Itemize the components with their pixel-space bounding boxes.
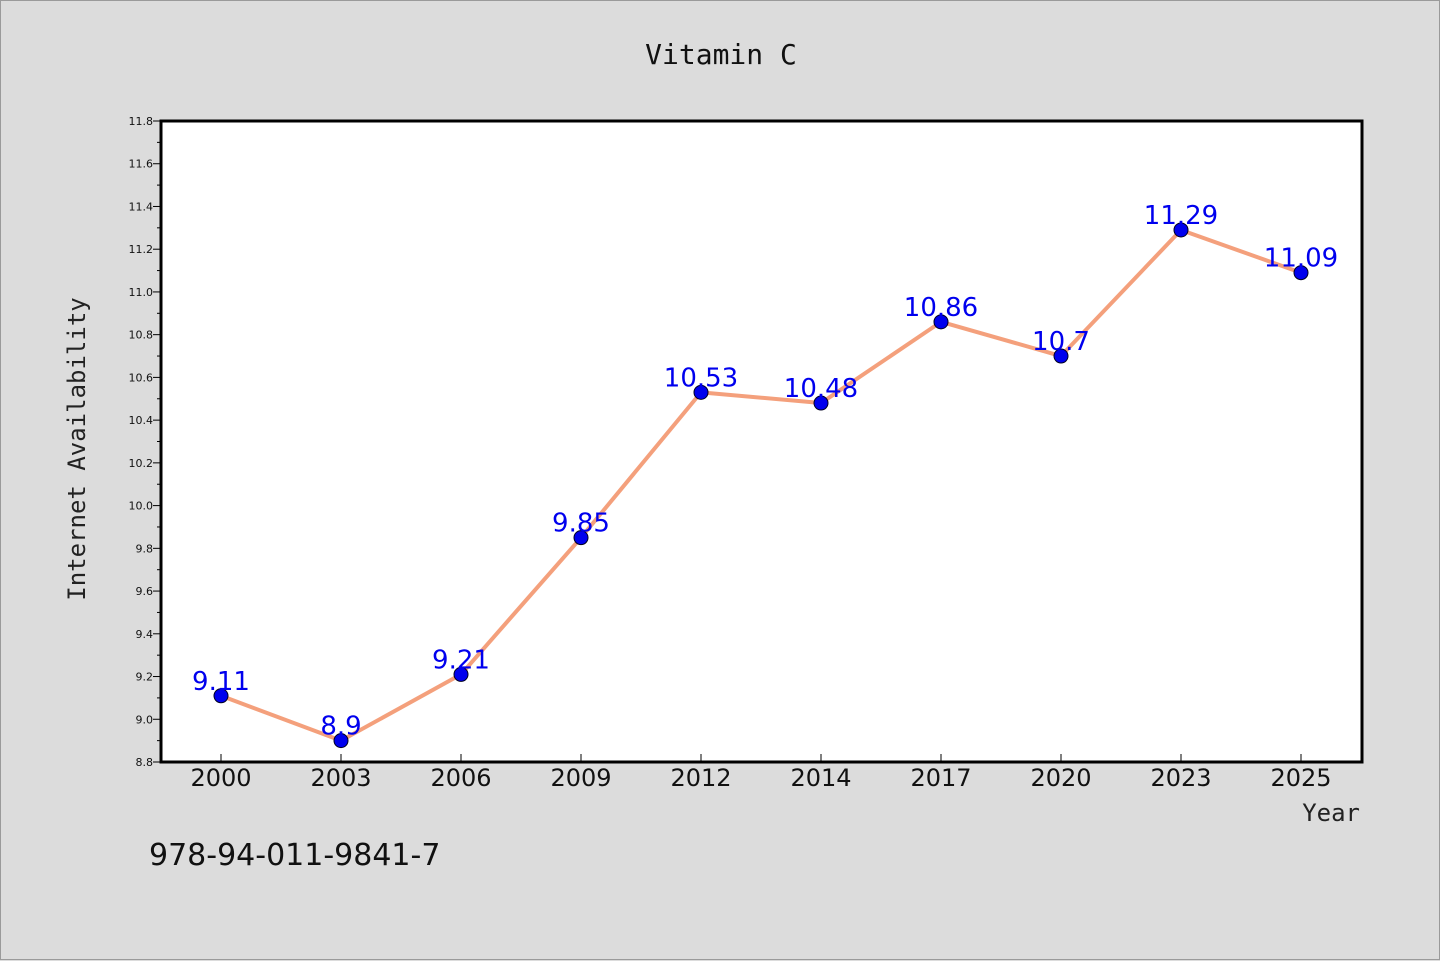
series-line [220, 227, 1302, 743]
x-tick-label: 2020 [1030, 764, 1091, 792]
data-point [1053, 348, 1069, 364]
data-label: 9.85 [552, 509, 610, 539]
x-tick-label: 2023 [1150, 764, 1211, 792]
data-point [453, 666, 469, 682]
data-label: 10.48 [784, 374, 858, 404]
data-point [333, 733, 349, 749]
data-label: 10.86 [904, 293, 978, 323]
y-tick-label: 10.0 [129, 500, 154, 513]
x-tick-label: 2009 [550, 764, 611, 792]
data-label: 11.29 [1144, 201, 1218, 231]
y-axis: 8.8 9.0 9.2 9.4 9.6 9.8 10.0 10.2 10.4 10.6 10.8 11… [129, 115, 161, 769]
data-label: 8.9 [320, 712, 361, 742]
x-tick-label: 2012 [670, 764, 731, 792]
x-axis: 2000 2003 2006 2009 2012 2014 2017 2020 2023 2025 [190, 754, 1332, 792]
x-tick-label: 2025 [1270, 764, 1331, 792]
y-tick-label: 9.8 [136, 542, 154, 555]
y-tick-label: 11.8 [129, 115, 154, 128]
isbn-text: 978-94-011-9841-7 [149, 838, 440, 873]
x-tick-label: 2014 [790, 764, 851, 792]
y-tick-label: 10.2 [129, 457, 154, 470]
x-tick-label: 2003 [310, 764, 371, 792]
y-tick-label: 10.6 [129, 371, 154, 384]
data-label: 11.09 [1264, 244, 1338, 274]
data-point [1293, 265, 1309, 281]
y-tick-label: 11.6 [129, 158, 154, 171]
y-tick-label: 9.6 [136, 585, 154, 598]
data-label: 10.7 [1032, 327, 1090, 357]
data-point [573, 530, 589, 546]
series-group: 9.11 8.9 9.21 9.85 10.53 10.48 10.86 10.7 11.29 1… [192, 201, 1338, 749]
y-axis-label: Internet Availability [63, 297, 91, 600]
y-tick-label: 9.2 [136, 671, 154, 684]
x-tick-label: 2017 [910, 764, 971, 792]
data-point [693, 384, 709, 400]
data-label: 9.11 [192, 667, 250, 697]
data-label: 9.21 [432, 645, 490, 675]
y-tick-label: 11.0 [129, 286, 154, 299]
chart-title: Vitamin C [645, 38, 797, 71]
data-point [213, 688, 229, 704]
plot-area [159, 119, 1364, 764]
y-tick-label: 9.4 [136, 628, 154, 641]
y-tick-label: 9.0 [136, 713, 154, 726]
data-point [813, 395, 829, 411]
x-tick-label: 2006 [430, 764, 491, 792]
data-point [933, 314, 949, 330]
y-tick-label: 8.8 [136, 756, 154, 769]
data-point [1173, 222, 1189, 238]
y-tick-label: 10.8 [129, 329, 154, 342]
y-tick-label: 11.4 [129, 200, 154, 213]
y-tick-label: 11.2 [129, 243, 154, 256]
data-label: 10.53 [664, 363, 738, 393]
y-tick-label: 10.4 [129, 414, 154, 427]
x-axis-label: Year [1302, 799, 1360, 827]
x-tick-label: 2000 [190, 764, 251, 792]
